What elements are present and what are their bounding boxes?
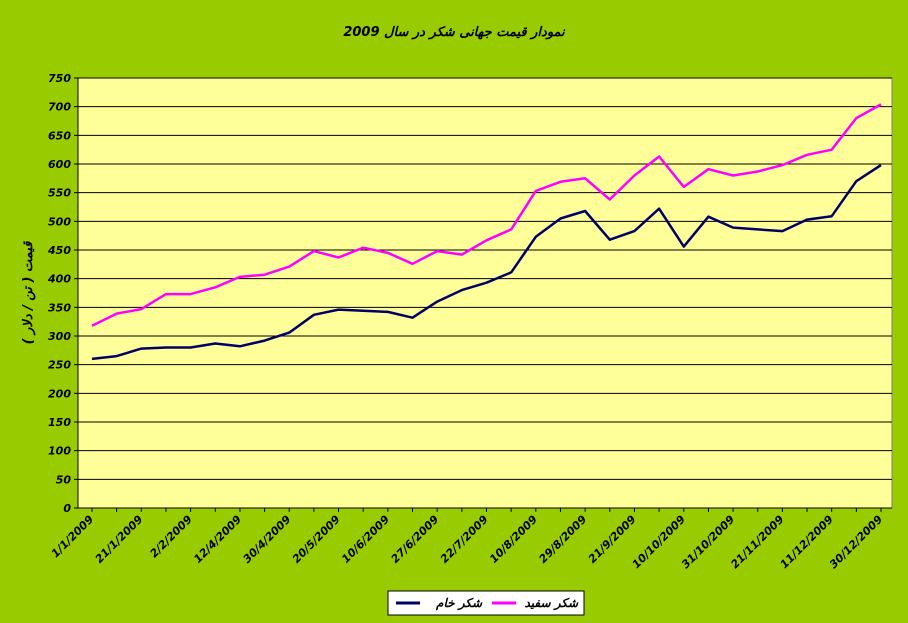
- x-tick-label: 2/2/2009: [147, 513, 195, 561]
- x-tick-label: 30/12/2009: [827, 513, 885, 571]
- legend-box: [387, 590, 585, 616]
- legend: شکر خام شکر سفید: [387, 590, 585, 616]
- x-tick-label: 20/5/2009: [290, 513, 343, 566]
- y-axis-label: قیمت ( تن / دلار ): [21, 241, 36, 344]
- y-tick-label: 750: [48, 72, 71, 85]
- series-line-0: [91, 164, 882, 361]
- x-tick-label: 10/6/2009: [339, 513, 392, 566]
- y-tick-label: 450: [47, 244, 71, 257]
- y-tick-label: 100: [48, 445, 71, 458]
- chart-title: نمودار قیمت جهانی شکر در سال 2009: [343, 25, 566, 40]
- y-tick-label: 650: [48, 129, 71, 142]
- series-line-1: [91, 103, 882, 327]
- x-tick-label: 27/6/2009: [389, 513, 442, 566]
- y-tick-label: 600: [48, 158, 71, 171]
- x-tick-label: 21/1/2009: [93, 513, 146, 566]
- y-tick-label: 0: [63, 502, 71, 515]
- y-tick-label: 300: [48, 330, 71, 343]
- y-axis-ticks: 0 50 100 150 200 250 300 350 400 450 500 550 600 650 7…: [47, 72, 79, 515]
- y-tick-label: 500: [48, 215, 71, 228]
- x-tick-label: 21/9/2009: [586, 513, 639, 566]
- x-tick-label: 10/8/2009: [487, 513, 540, 566]
- x-tick-label: 22/7/2009: [438, 513, 491, 566]
- series-lines: [91, 103, 882, 361]
- y-tick-label: 700: [48, 101, 71, 114]
- legend-label-0: شکر خام: [435, 596, 483, 611]
- x-tick-label: 30/4/2009: [241, 513, 294, 566]
- y-tick-label: 50: [56, 473, 72, 486]
- y-tick-label: 250: [48, 359, 71, 372]
- x-tick-label: 1/1/2009: [49, 513, 97, 561]
- y-tick-label: 200: [48, 387, 71, 400]
- y-tick-label: 400: [47, 273, 71, 286]
- y-tick-label: 350: [48, 301, 71, 314]
- x-tick-label: 12/4/2009: [191, 513, 244, 566]
- y-tick-label: 150: [48, 416, 71, 429]
- plot-area: [77, 77, 893, 509]
- gridlines: [78, 77, 892, 509]
- y-tick-label: 550: [48, 187, 71, 200]
- legend-label-1: شکر سفید: [524, 596, 578, 611]
- x-tick-label: 29/8/2009: [536, 513, 589, 566]
